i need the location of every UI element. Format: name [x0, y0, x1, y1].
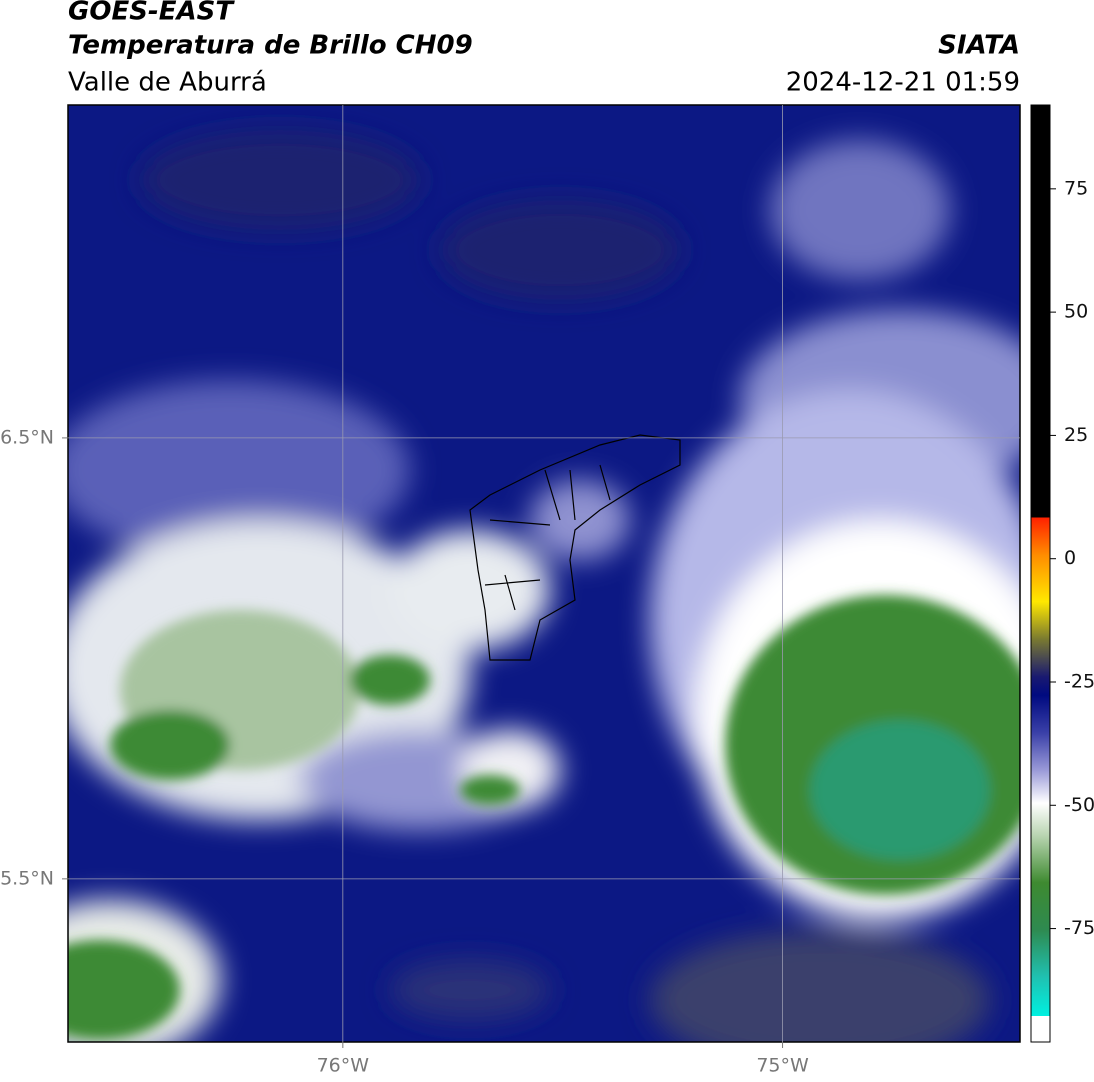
subtitle: Temperatura de Brillo CH09: [68, 31, 473, 61]
colorbar-tick-label: 0: [1064, 547, 1076, 569]
colorbar: [1030, 104, 1051, 1043]
region: Valle de Aburrá: [68, 68, 267, 98]
colorbar-tick-label: -25: [1064, 670, 1094, 692]
colorbar-tick-label: 75: [1064, 177, 1088, 199]
colorbar-tick-label: -75: [1064, 917, 1094, 939]
y-tick-label: 5.5°N: [0, 867, 54, 889]
y-tick-label: 6.5°N: [0, 426, 54, 448]
x-tick-label: 75°W: [756, 1055, 809, 1077]
map-frame: [67, 104, 1021, 1043]
satellite-image: [68, 105, 1020, 1042]
colorbar-tick-label: 25: [1064, 424, 1088, 446]
colorbar-tick-label: -50: [1064, 794, 1094, 816]
colorbar-tick-label: 50: [1064, 301, 1088, 323]
x-tick-label: 76°W: [317, 1055, 370, 1077]
source: SIATA: [938, 31, 1020, 61]
timestamp: 2024-12-21 01:59: [786, 68, 1020, 98]
title: GOES-EAST: [68, 0, 235, 27]
